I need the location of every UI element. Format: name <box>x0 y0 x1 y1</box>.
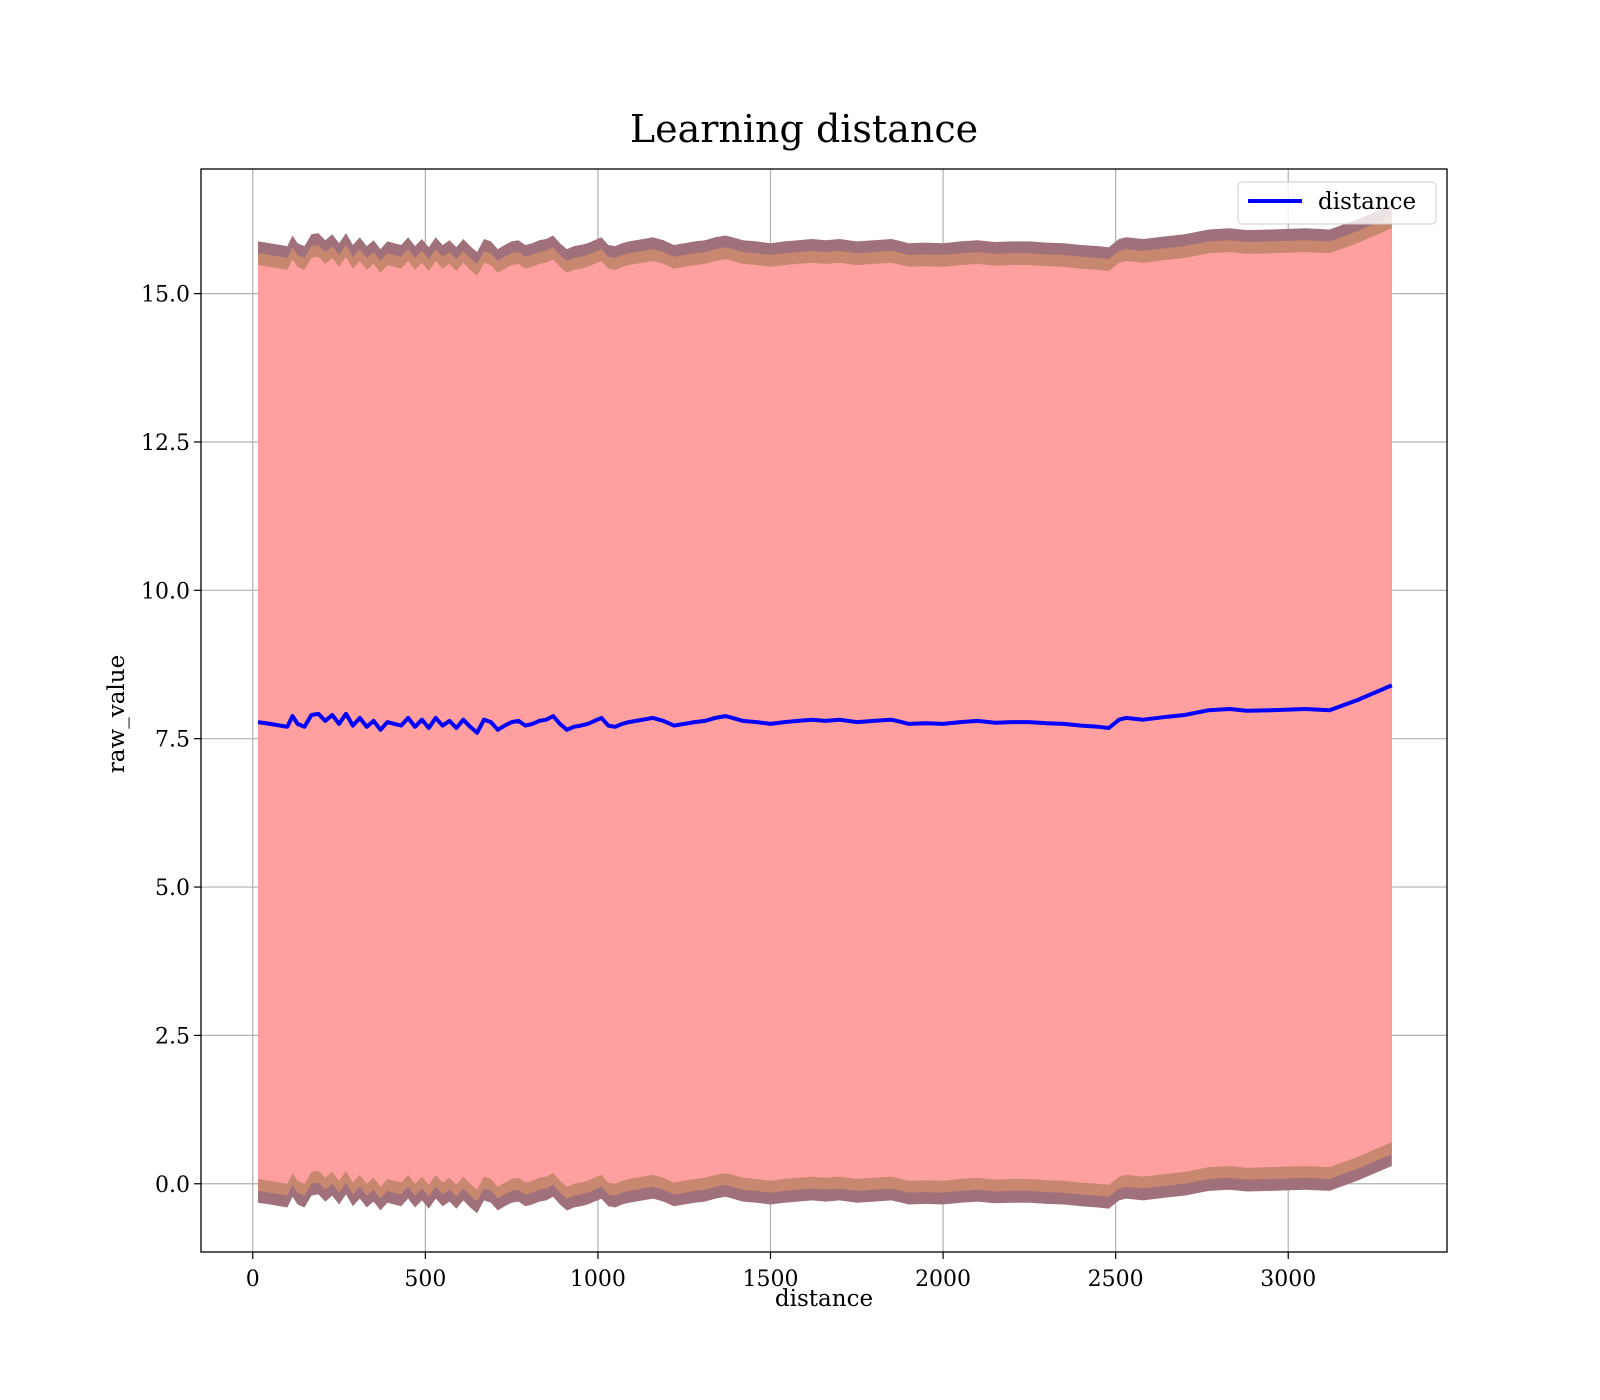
y-tick-label: 2.5 <box>155 1024 190 1049</box>
x-tick-label: 1500 <box>743 1267 799 1292</box>
y-tick-label: 10.0 <box>141 579 190 604</box>
legend-frame <box>1237 181 1437 225</box>
x-tick-label: 500 <box>404 1267 446 1292</box>
x-tick-label: 2500 <box>1088 1267 1144 1292</box>
y-axis-label: raw_value <box>104 655 130 773</box>
chart-title: Learning distance <box>630 107 978 151</box>
x-tick-label: 2000 <box>915 1267 971 1292</box>
y-axis-ticks: 0.0 2.5 5.0 7.5 10.0 12.5 15.0 <box>141 283 201 1198</box>
plot-area-frame <box>200 168 1448 1253</box>
x-tick-label: 3000 <box>1260 1267 1316 1292</box>
series-line-distance <box>257 683 1393 735</box>
band-outer <box>258 228 1392 1190</box>
x-tick-label: 1000 <box>570 1267 626 1292</box>
y-tick-label: 15.0 <box>141 283 190 308</box>
y-tick-label: 7.5 <box>155 728 190 753</box>
x-axis-label: distance <box>775 1286 873 1312</box>
y-tick-label: 5.0 <box>155 876 190 901</box>
legend-label-distance: distance <box>1318 189 1416 215</box>
x-tick-label: 0 <box>246 1267 260 1292</box>
y-tick-label: 12.5 <box>141 431 190 456</box>
legend: distance <box>1237 181 1437 225</box>
y-tick-label: 0.0 <box>155 1173 190 1198</box>
confidence-bands <box>258 204 1392 1214</box>
series-lines <box>257 683 1393 735</box>
x-axis-ticks: 0 500 1000 1500 2000 2500 3000 <box>246 1252 1316 1292</box>
